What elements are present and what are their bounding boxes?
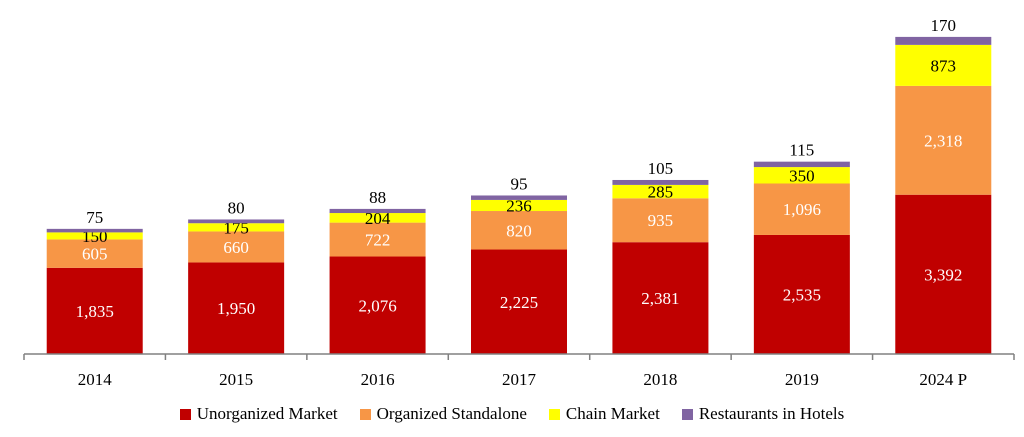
data-label: 236 bbox=[506, 196, 532, 215]
bar-chain-market-2024-p bbox=[895, 44, 992, 86]
data-label: 2,318 bbox=[924, 131, 962, 150]
data-label: 285 bbox=[648, 183, 674, 202]
x-tick-label: 2018 bbox=[643, 370, 677, 389]
data-label: 722 bbox=[365, 231, 391, 250]
bar-organized-standalone-2016 bbox=[329, 222, 426, 257]
bar-restaurants-in-hotels-2018 bbox=[612, 179, 709, 185]
data-label: 80 bbox=[228, 198, 245, 217]
data-label: 3,392 bbox=[924, 265, 962, 284]
bar-unorganized-market-2018 bbox=[612, 242, 709, 354]
legend-label: Organized Standalone bbox=[376, 404, 527, 423]
bar-restaurants-in-hotels-2016 bbox=[329, 208, 426, 214]
bar-chain-market-2015 bbox=[188, 223, 285, 232]
bar-organized-standalone-2024-p bbox=[895, 85, 992, 195]
bar-chain-market-2014 bbox=[46, 232, 143, 240]
data-label: 75 bbox=[86, 208, 103, 227]
data-label: 115 bbox=[789, 141, 814, 160]
bar-organized-standalone-2018 bbox=[612, 198, 709, 243]
bar-organized-standalone-2017 bbox=[471, 211, 567, 250]
data-label: 605 bbox=[82, 245, 108, 264]
data-label: 2,535 bbox=[783, 285, 821, 304]
legend-swatch bbox=[548, 408, 560, 420]
bar-restaurants-in-hotels-2014 bbox=[46, 228, 143, 233]
x-tick-label: 2016 bbox=[361, 370, 395, 389]
bar-organized-standalone-2015 bbox=[188, 231, 285, 263]
chart-legend: Unorganized Market Organized Standalone Ch… bbox=[0, 404, 1024, 424]
x-axis: 2014 2015 2016 2017 2018 2019 2024 P bbox=[23, 353, 1015, 389]
data-label: 170 bbox=[931, 16, 957, 35]
bar-chain-market-2016 bbox=[329, 213, 426, 223]
data-label: 2,076 bbox=[358, 296, 396, 315]
legend-item: Organized Standalone bbox=[359, 404, 527, 424]
data-label: 935 bbox=[648, 211, 674, 230]
legend-item: Restaurants in Hotels bbox=[681, 404, 845, 424]
bar-unorganized-market-2024-p bbox=[895, 194, 992, 354]
bar-chain-market-2019 bbox=[753, 167, 850, 184]
bar-unorganized-market-2014 bbox=[46, 267, 143, 354]
chart-marks: 1,835605150751,950660175802,076722204882… bbox=[46, 16, 992, 354]
data-label: 204 bbox=[365, 209, 391, 228]
bar-chain-market-2018 bbox=[612, 184, 709, 199]
data-label: 350 bbox=[789, 166, 815, 185]
x-tick-label: 2024 P bbox=[919, 370, 967, 389]
data-label: 95 bbox=[511, 174, 528, 193]
legend-swatch bbox=[681, 408, 693, 420]
bar-organized-standalone-2014 bbox=[46, 239, 143, 268]
legend-item: Chain Market bbox=[548, 404, 660, 424]
data-label: 2,225 bbox=[500, 293, 538, 312]
legend-label: Chain Market bbox=[565, 404, 660, 423]
legend-swatch bbox=[179, 408, 191, 420]
data-label: 1,835 bbox=[76, 302, 114, 321]
bar-unorganized-market-2019 bbox=[753, 234, 850, 354]
bar-organized-standalone-2019 bbox=[753, 183, 850, 235]
data-label: 88 bbox=[369, 188, 386, 207]
x-tick-label: 2017 bbox=[502, 370, 537, 389]
x-tick-label: 2014 bbox=[78, 370, 113, 389]
data-label: 660 bbox=[223, 238, 249, 257]
data-label: 1,096 bbox=[783, 200, 821, 219]
x-tick-label: 2019 bbox=[785, 370, 819, 389]
data-label: 2,381 bbox=[641, 289, 679, 308]
x-tick-label: 2015 bbox=[219, 370, 253, 389]
bar-unorganized-market-2015 bbox=[188, 262, 285, 354]
bar-unorganized-market-2016 bbox=[329, 256, 426, 354]
bar-restaurants-in-hotels-2015 bbox=[188, 219, 285, 224]
bar-restaurants-in-hotels-2017 bbox=[471, 195, 567, 200]
data-label: 873 bbox=[931, 56, 957, 75]
bar-restaurants-in-hotels-2024-p bbox=[895, 36, 992, 45]
legend-label: Restaurants in Hotels bbox=[698, 404, 845, 423]
legend-swatch bbox=[359, 408, 371, 420]
data-label: 1,950 bbox=[217, 299, 255, 318]
data-label: 820 bbox=[506, 221, 532, 240]
legend-item: Unorganized Market bbox=[179, 404, 338, 424]
data-label: 105 bbox=[648, 159, 674, 178]
bar-unorganized-market-2017 bbox=[471, 249, 567, 354]
bar-restaurants-in-hotels-2019 bbox=[753, 161, 850, 168]
bar-chain-market-2017 bbox=[471, 199, 567, 212]
legend-label: Unorganized Market bbox=[196, 404, 338, 423]
